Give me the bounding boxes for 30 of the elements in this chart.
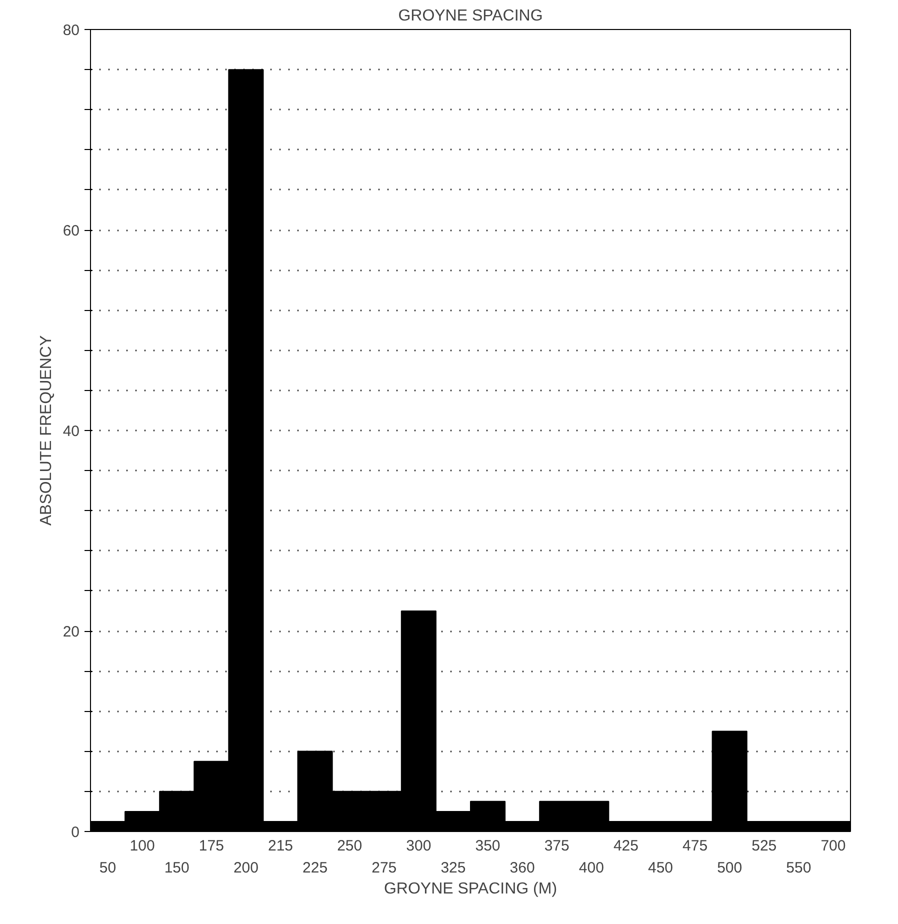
x-tick-label: 300 — [406, 838, 432, 854]
x-tick-label: 360 — [510, 860, 535, 876]
x-tick-label: 375 — [544, 838, 570, 854]
y-tick-label: 40 — [62, 423, 80, 440]
x-tick-label: 450 — [648, 860, 674, 876]
x-tick-label: 225 — [302, 860, 328, 876]
x-tick-label: 425 — [613, 838, 638, 854]
x-tick-label: 150 — [164, 860, 190, 876]
y-tick-label: 60 — [62, 222, 80, 240]
y-axis-title: ABSOLUTE FREQUENCY — [38, 335, 55, 526]
x-tick-label: 250 — [337, 838, 362, 854]
x-tick-label: 550 — [786, 860, 812, 876]
x-tick-label: 200 — [233, 860, 258, 876]
x-tick-label: 175 — [198, 838, 224, 854]
x-tick-label: 525 — [752, 838, 777, 854]
x-tick-label: 215 — [268, 838, 294, 854]
y-tick-label: 20 — [62, 624, 80, 640]
x-tick-label: 400 — [578, 860, 604, 876]
x-tick-label: 500 — [717, 860, 742, 876]
x-tick-label: 275 — [372, 860, 397, 876]
x-tick-label: 325 — [440, 860, 466, 876]
x-tick-label: 100 — [130, 838, 155, 854]
chart-title: GROYNE SPACING — [398, 8, 543, 24]
x-tick-label: 50 — [99, 860, 116, 876]
x-tick-label: 350 — [475, 838, 500, 854]
y-tick-label: 0 — [71, 824, 80, 841]
y-tick-label: 80 — [62, 22, 80, 39]
x-tick-label: 700 — [820, 838, 846, 854]
x-tick-label: 475 — [682, 838, 708, 854]
x-axis-title: GROYNE SPACING (M) — [384, 880, 558, 898]
